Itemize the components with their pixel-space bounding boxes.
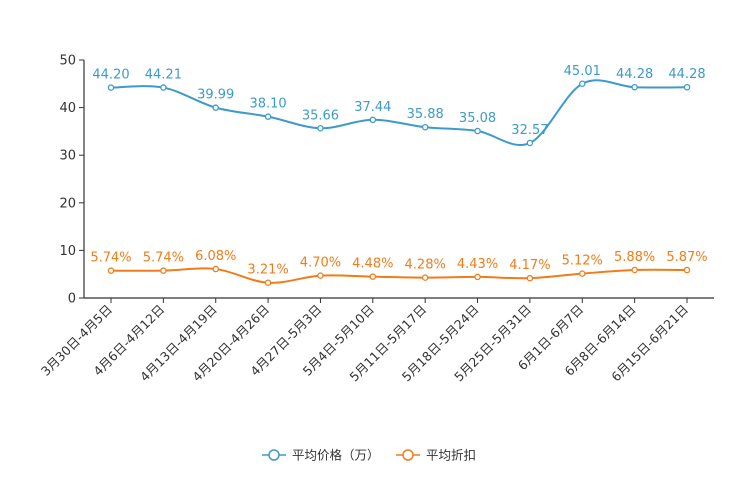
legend-marker	[402, 449, 414, 461]
legend-item-1: 平均价格（万）	[262, 448, 380, 463]
data-point	[421, 274, 429, 281]
data-label: 4.43%	[457, 257, 498, 272]
y-tick-label: 10	[59, 244, 76, 259]
data-point	[369, 116, 377, 124]
data-label: 38.10	[249, 97, 286, 112]
data-point	[212, 265, 219, 273]
data-point	[526, 274, 534, 282]
data-label: 4.28%	[405, 258, 446, 273]
data-label: 5.74%	[90, 251, 131, 266]
data-label: 39.99	[197, 88, 234, 103]
legend-item-2: 平均折扣	[396, 448, 476, 463]
y-tick-label: 50	[59, 54, 76, 69]
data-label: 32.57	[511, 123, 548, 138]
y-tick-label: 0	[68, 292, 76, 307]
data-point	[683, 266, 691, 274]
data-point	[160, 267, 167, 274]
data-point	[107, 267, 115, 274]
data-label: 6.08%	[195, 249, 236, 264]
data-point	[317, 125, 324, 132]
y-tick-label: 30	[59, 149, 76, 164]
y-tick-label: 20	[59, 196, 76, 211]
data-point	[526, 139, 534, 147]
data-label: 5.87%	[666, 250, 707, 265]
data-label: 35.88	[407, 107, 444, 122]
data-label: 44.28	[668, 67, 705, 82]
data-point	[317, 272, 324, 279]
data-point	[579, 80, 586, 88]
data-label: 4.17%	[509, 258, 550, 273]
data-label: 45.01	[564, 64, 601, 79]
data-label: 44.20	[92, 68, 129, 83]
data-point	[683, 83, 691, 91]
data-point	[264, 113, 272, 120]
data-label: 35.08	[459, 111, 496, 126]
data-point	[421, 123, 429, 131]
data-point	[107, 84, 115, 91]
data-label: 4.48%	[352, 257, 393, 272]
data-label: 44.28	[616, 67, 653, 82]
data-label: 5.12%	[562, 254, 603, 269]
data-point	[579, 270, 586, 277]
data-point	[474, 273, 481, 281]
series-line-2	[110, 267, 688, 284]
y-tick-label: 40	[59, 101, 76, 116]
data-label: 3.21%	[247, 263, 288, 278]
data-point	[631, 266, 638, 274]
data-point	[212, 104, 219, 111]
data-point	[369, 273, 377, 280]
legend-label: 平均折扣	[426, 448, 476, 463]
data-label: 4.70%	[300, 256, 341, 271]
data-label: 5.88%	[614, 250, 655, 265]
data-point	[631, 83, 638, 91]
data-label: 37.44	[354, 100, 391, 115]
data-label: 44.21	[145, 68, 182, 83]
legend-marker	[268, 449, 280, 461]
data-point	[264, 279, 272, 286]
data-point	[474, 127, 481, 135]
data-point	[160, 84, 167, 91]
data-label: 5.74%	[143, 251, 184, 266]
data-label: 35.66	[302, 108, 339, 123]
legend-label: 平均价格（万）	[292, 448, 380, 463]
